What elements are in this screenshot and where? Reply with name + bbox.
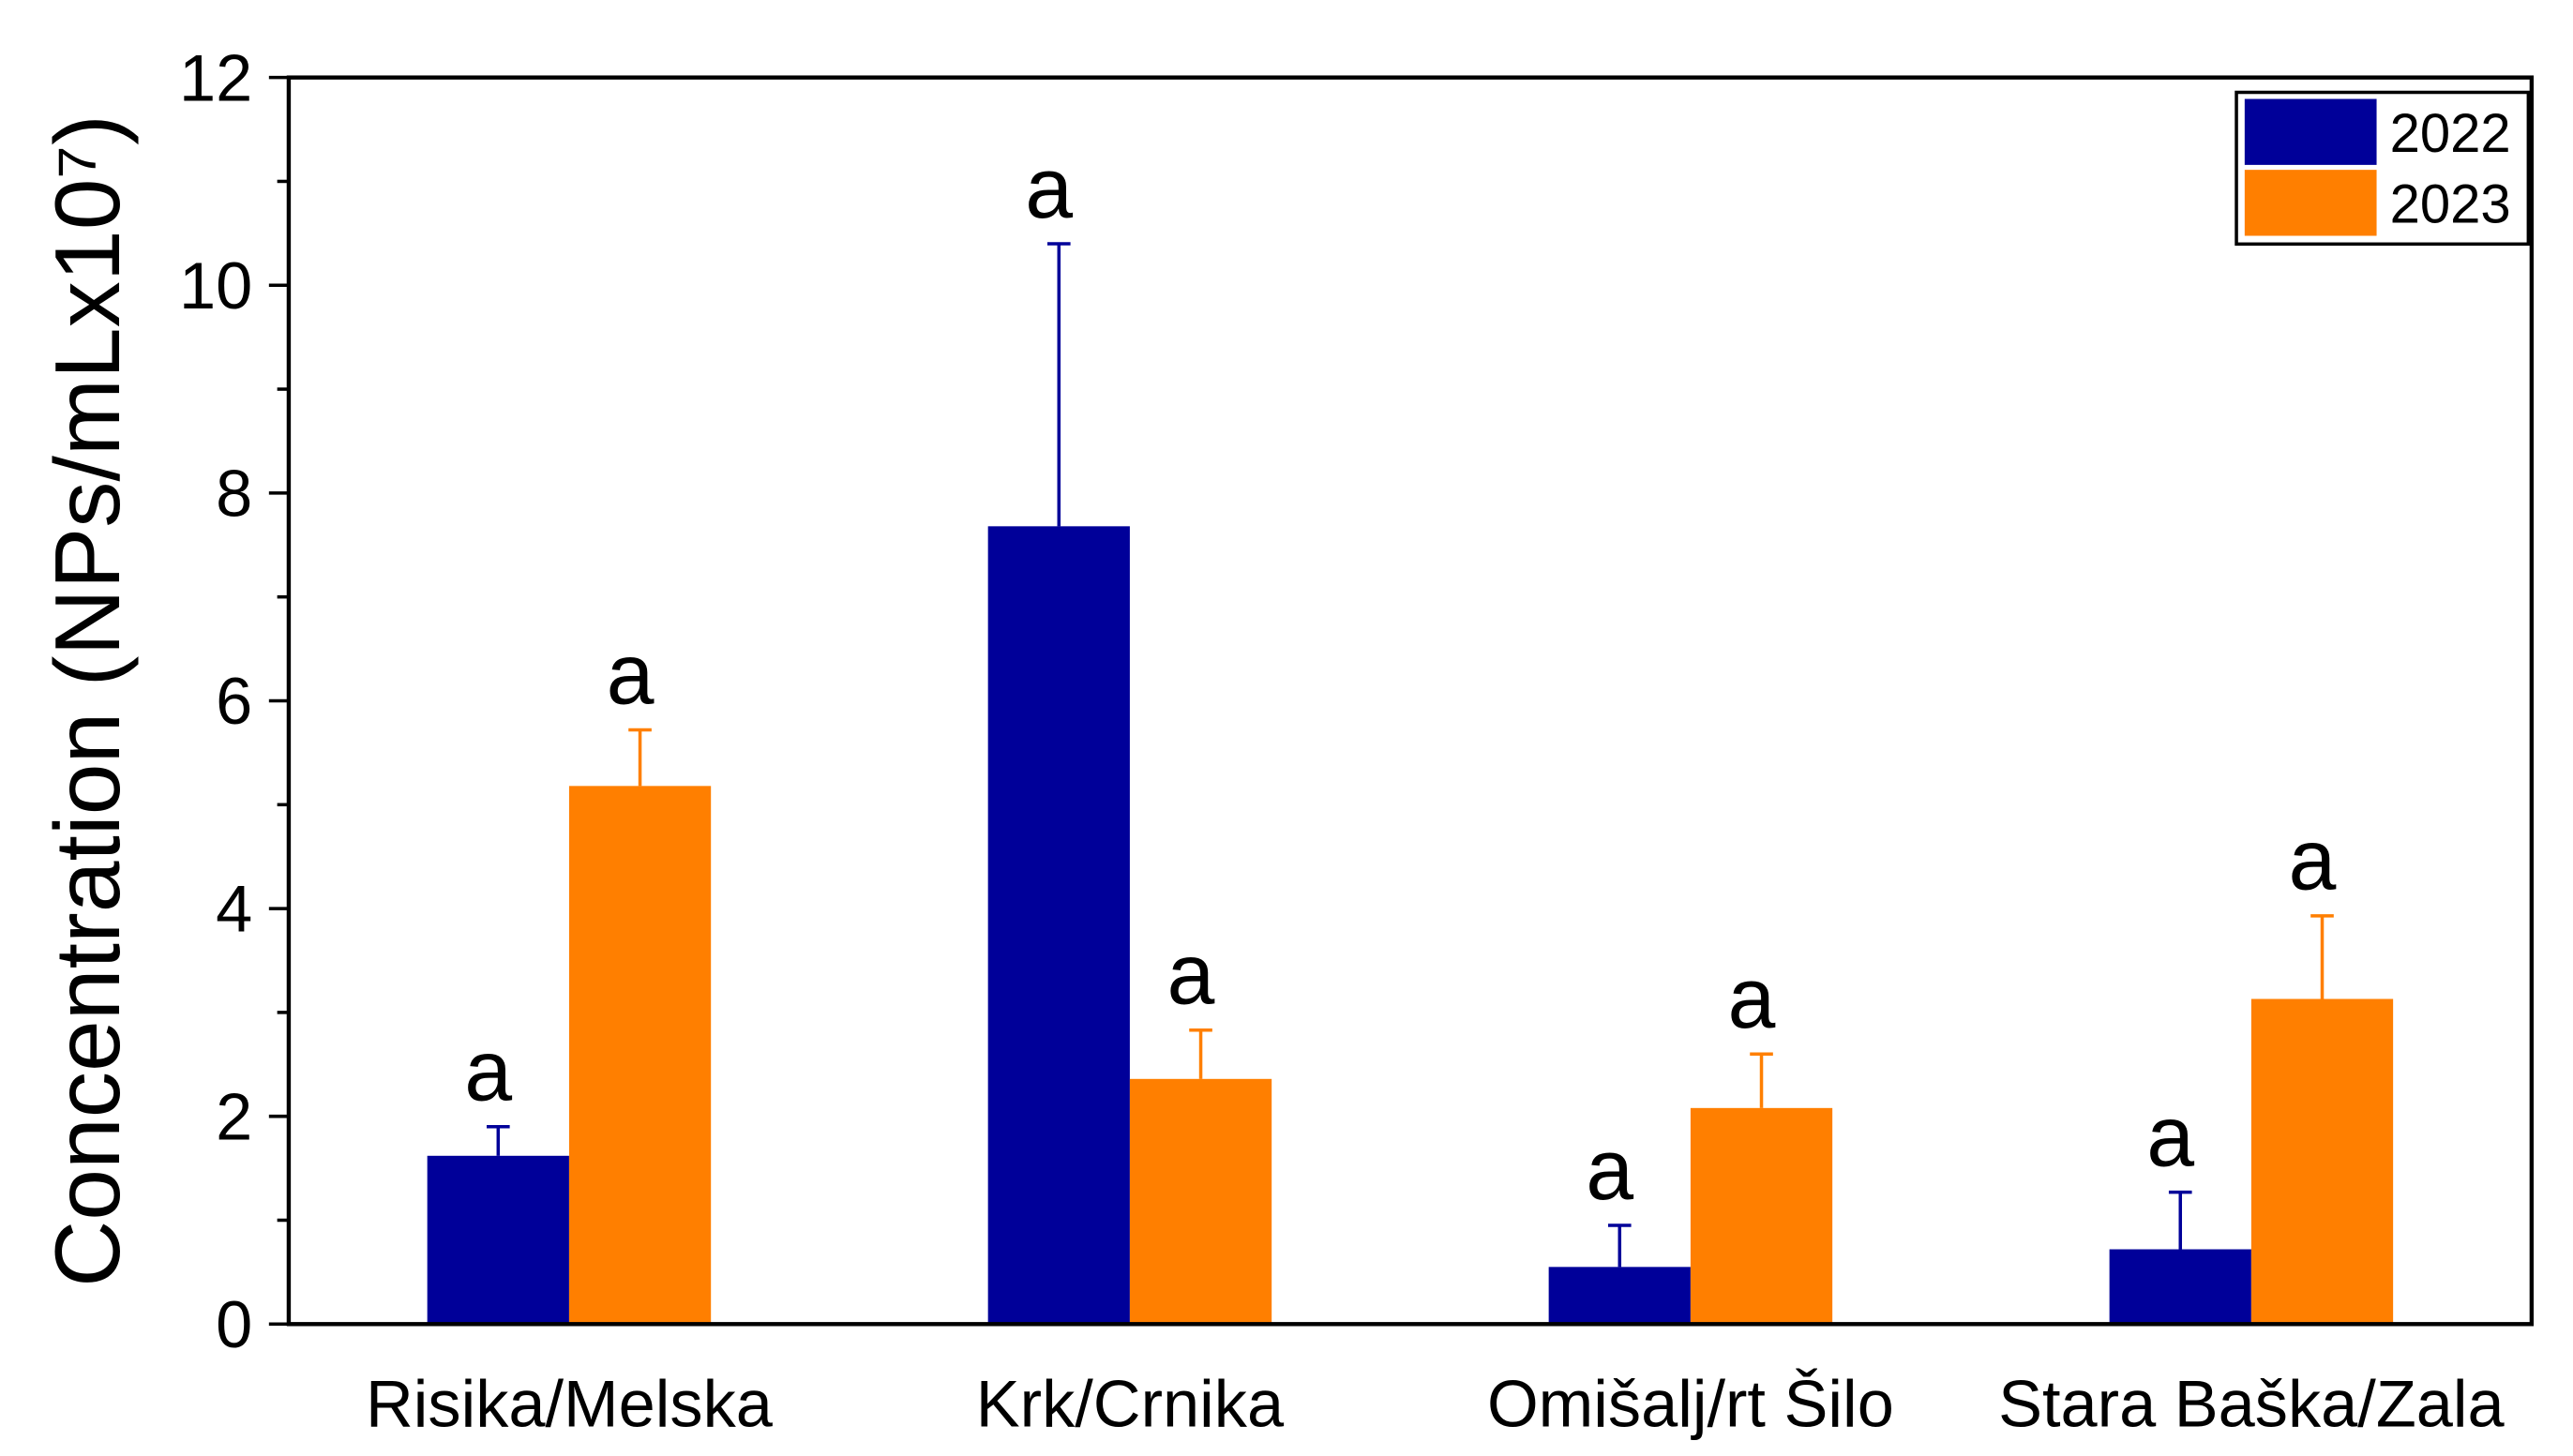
y-tick-label: 2 [216, 1079, 252, 1153]
y-tick-label: 4 [216, 872, 252, 946]
significance-letter: a [464, 1024, 512, 1119]
significance-letter: a [2146, 1088, 2194, 1184]
bar [1690, 1107, 1833, 1325]
plot-frame [286, 75, 2535, 1327]
bar [2250, 998, 2394, 1325]
x-tick-label: Omišalj/rt Šilo [1487, 1366, 1894, 1440]
significance-letter: a [2289, 813, 2337, 908]
significance-letter: a [1167, 927, 1215, 1023]
bar [2109, 1249, 2251, 1325]
significance-letter: a [607, 626, 655, 722]
y-tick-label: 10 [179, 248, 252, 323]
bar [1129, 1078, 1272, 1325]
legend-swatch [2244, 98, 2377, 165]
y-tick-label: 12 [179, 40, 252, 114]
y-tick-label: 8 [216, 456, 252, 530]
bar [427, 1155, 569, 1325]
bar [1548, 1267, 1691, 1325]
legend-label: 2023 [2390, 173, 2511, 234]
legend-label: 2022 [2390, 103, 2511, 164]
x-tick-label: Krk/Crnika [976, 1366, 1285, 1440]
legend-swatch [2244, 170, 2377, 236]
significance-letter: a [1728, 951, 1776, 1046]
bar [987, 526, 1130, 1325]
significance-letter: a [1586, 1122, 1633, 1218]
x-tick-label: Stara Baška/Zala [1998, 1366, 2505, 1440]
bar [568, 786, 712, 1325]
y-tick-label: 6 [216, 664, 252, 738]
y-tick-label: 0 [216, 1287, 252, 1361]
significance-letter: a [1025, 141, 1073, 236]
x-tick-label: Risika/Melska [366, 1366, 774, 1440]
y-axis-label: Concentration (NPs/mLx10⁷) [36, 114, 139, 1287]
